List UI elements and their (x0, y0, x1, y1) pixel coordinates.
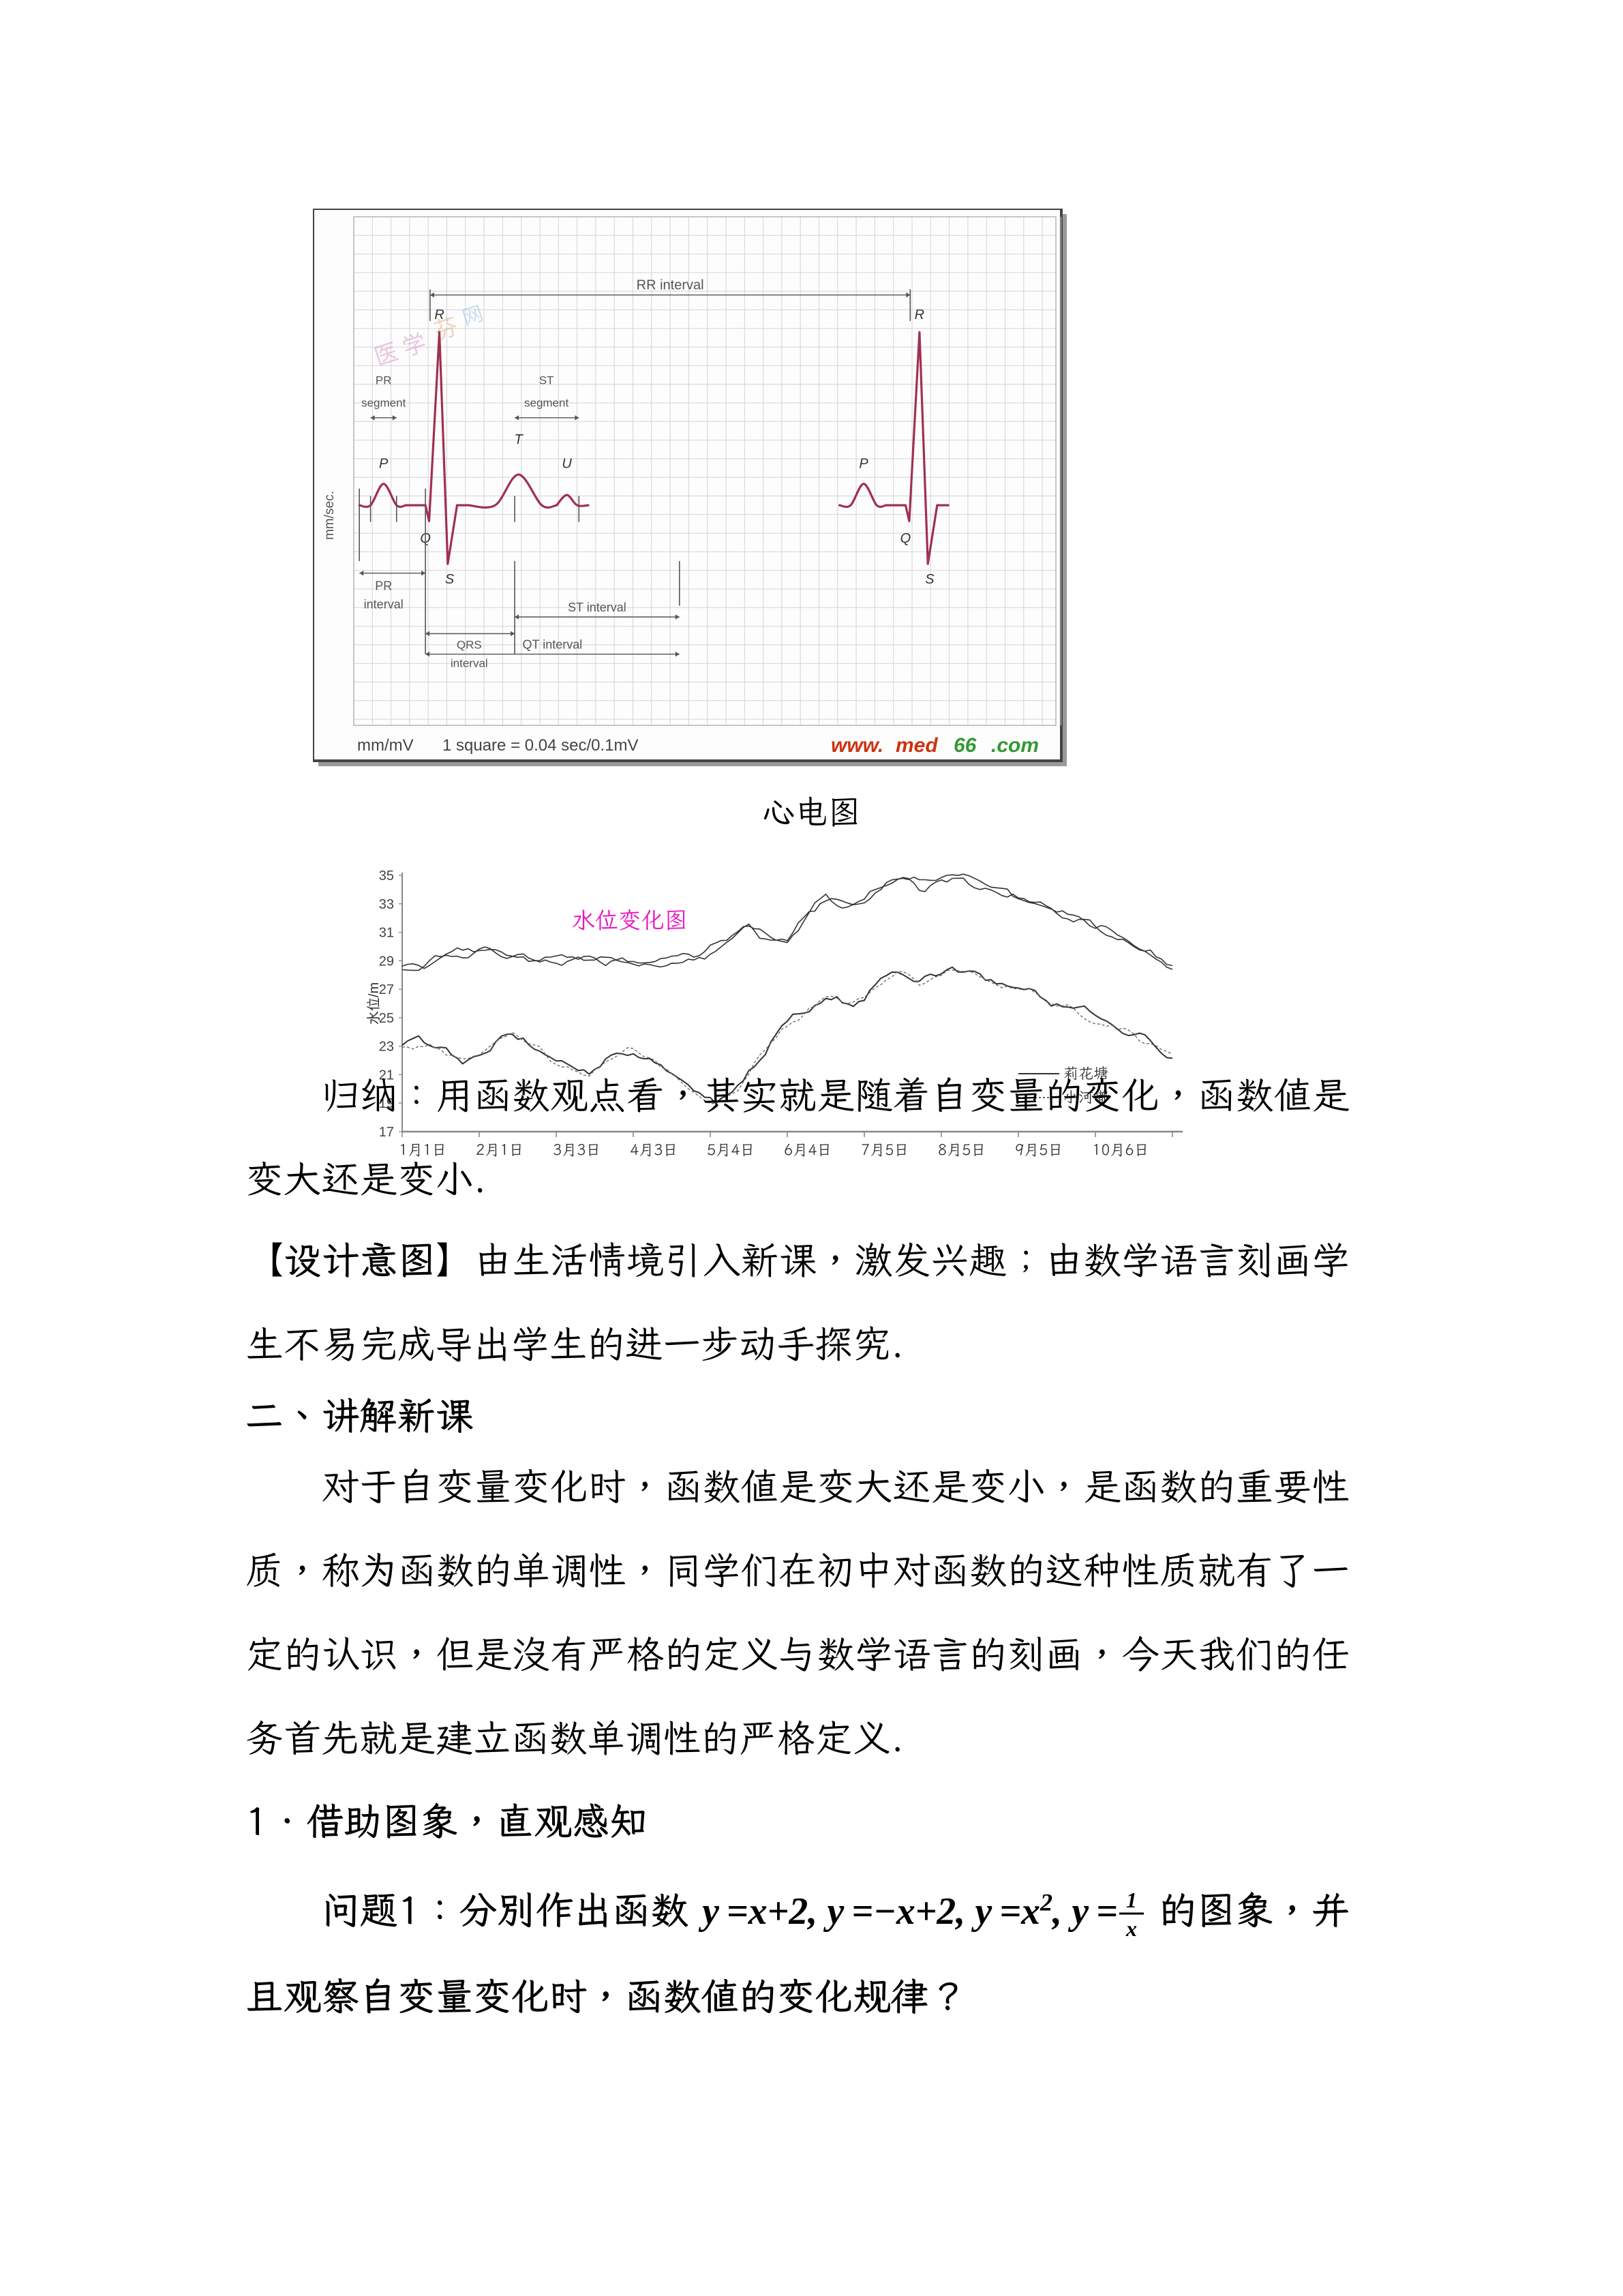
svg-text:med: med (896, 734, 938, 757)
svg-text:U: U (562, 457, 572, 472)
svg-text:水位/m: 水位/m (366, 982, 382, 1025)
svg-text:Q: Q (900, 531, 911, 546)
svg-text:T: T (514, 432, 524, 447)
svg-text:S: S (445, 572, 455, 587)
svg-text:mm/sec.: mm/sec. (322, 491, 337, 540)
svg-text:35: 35 (379, 868, 394, 883)
svg-text:www.: www. (831, 734, 883, 757)
svg-text:水位变化图: 水位变化图 (572, 904, 688, 935)
svg-text:ST interval: ST interval (568, 601, 626, 614)
svg-text:.com: .com (991, 734, 1039, 757)
svg-text:interval: interval (364, 598, 404, 611)
svg-text:interval: interval (451, 657, 488, 670)
svg-text:mm/mV: mm/mV (357, 736, 414, 755)
svg-text:segment: segment (524, 397, 568, 410)
svg-text:QT interval: QT interval (523, 638, 583, 652)
svg-text:31: 31 (379, 926, 394, 941)
svg-text:segment: segment (361, 397, 406, 410)
svg-text:x: x (1125, 1916, 1137, 1939)
svg-text:1: 1 (1126, 1888, 1137, 1912)
svg-text:QRS: QRS (457, 638, 482, 651)
svg-text:P: P (379, 457, 389, 472)
svg-text:R: R (915, 307, 924, 322)
svg-text:66: 66 (954, 734, 977, 757)
svg-text:P: P (859, 457, 868, 472)
svg-text:33: 33 (379, 897, 394, 912)
svg-text:PR: PR (376, 374, 392, 387)
svg-text:1 square = 0.04 sec/0.1mV: 1 square = 0.04 sec/0.1mV (442, 736, 639, 755)
svg-text:RR interval: RR interval (637, 278, 704, 293)
svg-text:ST: ST (539, 374, 554, 387)
svg-text:S: S (925, 572, 935, 587)
svg-text:29: 29 (379, 954, 394, 969)
svg-text:PR: PR (375, 579, 392, 592)
